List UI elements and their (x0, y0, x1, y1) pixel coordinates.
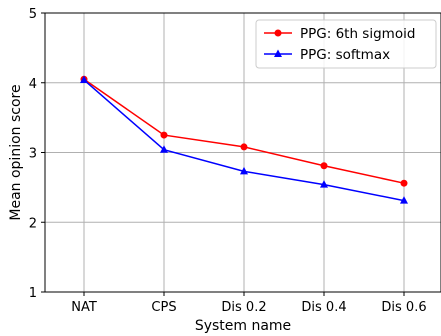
data-point-triangle (240, 166, 248, 175)
data-point-circle (400, 179, 408, 187)
legend-marker-circle (274, 29, 282, 37)
x-axis-ticks: NAT CPS Dis 0.2 Dis 0.4 Dis 0.6 (71, 292, 427, 315)
data-series (80, 75, 408, 204)
data-point-circle (320, 162, 328, 170)
data-point-circle (160, 131, 168, 139)
legend-box (255, 19, 437, 69)
legend-label-1: PPG: softmax (300, 47, 390, 63)
data-point-triangle (80, 75, 88, 83)
x-tick-label: Dis 0.2 (221, 300, 266, 315)
data-point-triangle (320, 180, 328, 188)
x-axis-label: System name (195, 318, 291, 334)
x-tick-label: CPS (151, 300, 176, 315)
data-point-triangle (160, 145, 168, 153)
y-tick-label: 2 (29, 216, 37, 231)
legend-marker-triangle (274, 49, 282, 57)
plot-frame (44, 12, 441, 293)
y-tick-label: 5 (29, 7, 37, 22)
data-point-triangle (400, 196, 408, 204)
y-axis-ticks: 1 2 3 4 5 (29, 7, 45, 301)
x-tick-label: NAT (71, 300, 97, 315)
legend-label-0: PPG: 6th sigmoid (300, 26, 415, 42)
y-tick-label: 1 (29, 286, 37, 301)
y-tick-label: 3 (29, 147, 37, 162)
legend: PPG: 6th sigmoid PPG: softmax (255, 19, 437, 69)
y-axis-label: Mean opinion score (8, 84, 24, 220)
x-tick-label: Dis 0.6 (381, 300, 426, 315)
data-point-circle (240, 143, 248, 151)
x-tick-label: Dis 0.4 (301, 300, 346, 315)
y-tick-label: 4 (29, 77, 37, 92)
